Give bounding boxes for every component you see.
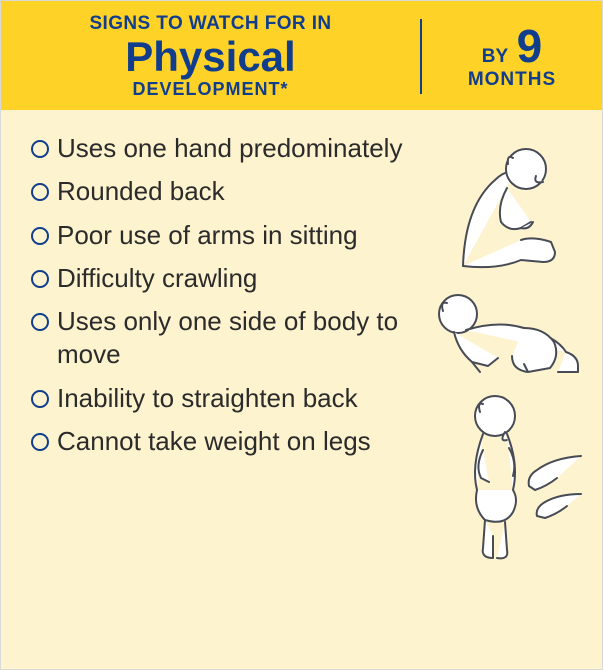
age-unit: MONTHS: [468, 69, 556, 91]
header-title-block: SIGNS TO WATCH FOR IN Physical DEVELOPME…: [1, 13, 420, 100]
list-item: Rounded back: [31, 175, 428, 208]
illustration-column: [428, 132, 588, 586]
list-item: Poor use of arms in sitting: [31, 219, 428, 252]
list-item: Uses one hand predominately: [31, 132, 428, 165]
header-line2: Physical: [11, 35, 410, 79]
header-bar: SIGNS TO WATCH FOR IN Physical DEVELOPME…: [1, 1, 602, 110]
infographic-card: SIGNS TO WATCH FOR IN Physical DEVELOPME…: [0, 0, 603, 670]
signs-list: Uses one hand predominately Rounded back…: [31, 132, 428, 586]
header-age-top: BY 9: [482, 23, 542, 69]
list-item: Cannot take weight on legs: [31, 425, 428, 458]
list-item: Uses only one side of body to move: [31, 305, 428, 372]
baby-sitting-icon: [443, 136, 573, 276]
list-item: Difficulty crawling: [31, 262, 428, 295]
header-age-block: BY 9 MONTHS: [422, 13, 602, 100]
body-area: Uses one hand predominately Rounded back…: [1, 110, 602, 596]
header-line1: SIGNS TO WATCH FOR IN: [11, 13, 410, 35]
baby-crawling-icon: [428, 276, 588, 386]
baby-standing-icon: [433, 386, 583, 566]
list-item: Inability to straighten back: [31, 382, 428, 415]
age-prefix: BY: [482, 46, 508, 67]
header-line3: DEVELOPMENT*: [11, 79, 410, 100]
age-number: 9: [517, 20, 543, 72]
